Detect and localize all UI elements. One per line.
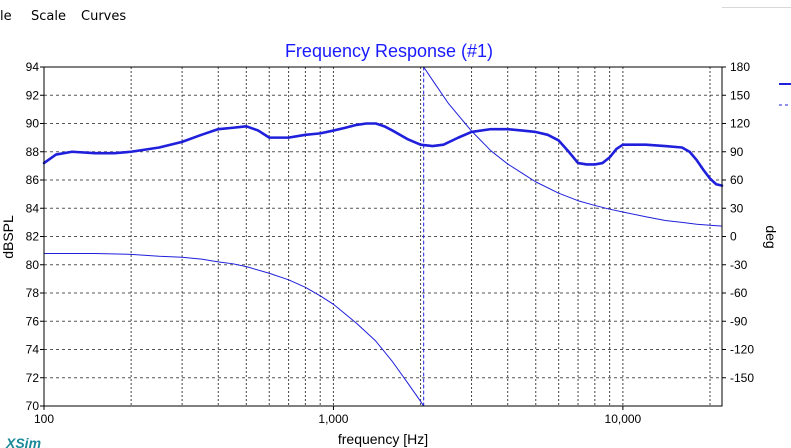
x-tick-label: 100 [34, 412, 54, 426]
y2-tick-label: -120 [730, 343, 754, 357]
y-tick-label: 82 [26, 230, 40, 244]
y-tick-label: 92 [26, 88, 40, 102]
y2-tick-label: 30 [730, 201, 744, 215]
grid [44, 67, 722, 406]
y-tick-label: 78 [26, 286, 40, 300]
y-tick-label: 76 [26, 314, 40, 328]
y2-tick-label: 180 [730, 60, 750, 74]
y-tick-label: 80 [26, 258, 40, 272]
y-tick-label: 86 [26, 173, 40, 187]
legend [779, 83, 791, 106]
y-axis-label: dBSPL [0, 215, 16, 259]
y-tick-label: 72 [26, 371, 40, 385]
watermark-logo: XSim [5, 435, 41, 448]
phase-curve [43, 252, 425, 407]
y-tick-label: 74 [26, 343, 40, 357]
y-tick-label: 90 [26, 117, 40, 131]
y-tick-label: 88 [26, 145, 40, 159]
y2-tick-label: 90 [730, 145, 744, 159]
ticks: 94 92 90 88 86 84 82 80 78 76 74 72 70 180 150 120 90 60 3… [26, 60, 755, 426]
y2-tick-label: 150 [730, 88, 750, 102]
y-tick-label: 84 [26, 201, 40, 215]
x-axis-label: frequency [Hz] [338, 431, 428, 447]
menu-divider [722, 7, 791, 8]
menu-item-scale[interactable]: Scale [31, 9, 66, 24]
y2-tick-label: 0 [730, 230, 737, 244]
y-tick-label: 94 [26, 60, 40, 74]
y2-tick-label: -60 [730, 286, 748, 300]
y2-tick-label: 120 [730, 117, 750, 131]
y2-axis-label: deg [763, 225, 779, 248]
frequency-response-chart: Frequency Response (#1) 94 92 90 88 86 84 82 80… [0, 41, 791, 448]
menu-item-file[interactable]: le [0, 9, 12, 24]
menu-bar: le Scale Curves [0, 0, 791, 30]
y2-tick-label: -150 [730, 371, 754, 385]
y2-tick-label: 60 [730, 173, 744, 187]
curves [42, 66, 724, 407]
y2-tick-label: -30 [730, 258, 748, 272]
y2-tick-label: -90 [730, 314, 748, 328]
x-tick-label: 1,000 [318, 412, 348, 426]
chart-title: Frequency Response (#1) [285, 41, 493, 61]
y-tick-label: 70 [26, 399, 40, 413]
phase-curve [423, 66, 723, 227]
spl-curve [42, 122, 724, 187]
x-tick-label: 10,000 [605, 412, 642, 426]
menu-item-curves[interactable]: Curves [81, 9, 127, 24]
